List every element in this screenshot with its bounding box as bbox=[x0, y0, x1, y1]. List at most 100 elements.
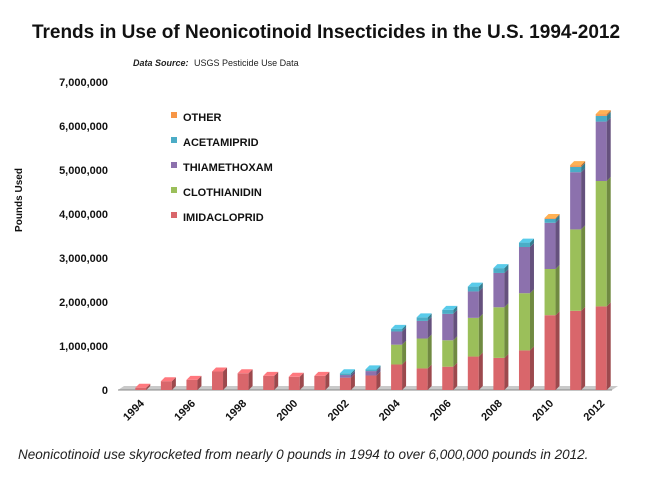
bar-stack-1996 bbox=[186, 375, 202, 390]
bar-segment-thiamethoxam bbox=[365, 371, 377, 376]
bar-stack-2011 bbox=[570, 161, 586, 390]
bar-stack-2006 bbox=[442, 305, 458, 390]
legend-label-thiamethoxam: THIAMETHOXAM bbox=[183, 162, 273, 174]
x-tick-label: 2004 bbox=[377, 397, 403, 423]
bar-segment-thiamethoxam bbox=[570, 172, 582, 230]
bar-segment-imidacloprid bbox=[493, 357, 505, 390]
bar-stack-2000 bbox=[288, 372, 304, 390]
bar-top bbox=[442, 305, 458, 310]
bar-side-acetamiprid bbox=[427, 313, 432, 321]
bar-side-imidacloprid bbox=[171, 377, 176, 390]
chart-title: Trends in Use of Neonicotinoid Insectici… bbox=[32, 22, 620, 43]
y-axis-label: Pounds Used bbox=[14, 168, 25, 232]
data-source: Data Source: USGS Pesticide Use Data bbox=[133, 58, 299, 68]
bar-stack-2004 bbox=[391, 324, 407, 390]
bar-top bbox=[595, 110, 611, 115]
bar-segment-imidacloprid bbox=[570, 310, 582, 390]
bar-segment-clothianidin bbox=[416, 338, 428, 369]
x-tick-label: 2008 bbox=[479, 398, 505, 424]
bar-top bbox=[186, 375, 202, 380]
bar-side-clothianidin bbox=[478, 313, 483, 357]
bar-segment-thiamethoxam bbox=[544, 222, 556, 269]
bar-stack-2005 bbox=[416, 313, 432, 390]
legend-swatch-clothianidin bbox=[171, 187, 177, 193]
data-source-label: Data Source: bbox=[133, 58, 189, 68]
x-tick-label: 2000 bbox=[275, 398, 301, 424]
bar-stack-1999 bbox=[263, 371, 279, 390]
bar-stack-2010 bbox=[544, 213, 560, 390]
bar-segment-thiamethoxam bbox=[416, 320, 428, 339]
bar-top bbox=[237, 369, 253, 374]
bar-side-clothianidin bbox=[581, 225, 586, 311]
bar-side-thiamethoxam bbox=[402, 327, 407, 345]
bar-side-acetamiprid bbox=[376, 365, 381, 372]
bar-segment-clothianidin bbox=[493, 307, 505, 358]
bar-segment-clothianidin bbox=[442, 340, 454, 367]
x-tick-label: 1998 bbox=[223, 398, 249, 424]
bar-top bbox=[467, 282, 483, 287]
bar-side-clothianidin bbox=[402, 340, 407, 365]
bar-side-clothianidin bbox=[555, 265, 560, 316]
bar-segment-imidacloprid bbox=[237, 373, 249, 390]
bar-top bbox=[365, 365, 381, 370]
bar-side-thiamethoxam bbox=[529, 243, 534, 294]
bar-stack-2012 bbox=[595, 110, 611, 390]
bar-side-thiamethoxam bbox=[376, 367, 381, 376]
bar-segment-acetamiprid bbox=[416, 317, 428, 321]
bar-segment-imidacloprid bbox=[365, 375, 377, 390]
bar-top bbox=[391, 324, 407, 329]
bar-side-acetamiprid bbox=[504, 264, 509, 273]
x-tick-label: 1994 bbox=[121, 397, 147, 423]
bar-stack-1995 bbox=[160, 377, 176, 390]
bar-stack-1997 bbox=[212, 367, 228, 390]
data-source-text: USGS Pesticide Use Data bbox=[194, 58, 299, 68]
y-tick-label: 2,000,000 bbox=[59, 297, 108, 309]
y-tick-label: 5,000,000 bbox=[59, 165, 108, 177]
bar-segment-imidacloprid bbox=[212, 371, 224, 390]
bar-segment-acetamiprid bbox=[339, 373, 351, 376]
bar-segment-thiamethoxam bbox=[391, 331, 403, 345]
bar-side-imidacloprid bbox=[376, 371, 381, 390]
bar-side-acetamiprid bbox=[606, 111, 611, 122]
x-tick-label: 2012 bbox=[582, 398, 608, 424]
bar-side-imidacloprid bbox=[274, 371, 279, 390]
bar-stack-2002 bbox=[339, 369, 355, 390]
bar-stack-1998 bbox=[237, 369, 253, 390]
bar-side-imidacloprid bbox=[606, 302, 611, 390]
bar-segment-imidacloprid bbox=[442, 366, 454, 390]
bar-segment-acetamiprid bbox=[493, 268, 505, 273]
bar-side-imidacloprid bbox=[504, 353, 509, 390]
bar-segment-imidacloprid bbox=[288, 376, 300, 390]
bar-side-thiamethoxam bbox=[504, 268, 509, 308]
bar-side-acetamiprid bbox=[402, 324, 407, 332]
bar-side-other bbox=[581, 161, 586, 167]
bar-segment-acetamiprid bbox=[595, 115, 607, 122]
bar-segment-imidacloprid bbox=[263, 375, 275, 390]
y-tick-label: 3,000,000 bbox=[59, 253, 108, 265]
bar-side-acetamiprid bbox=[555, 214, 560, 223]
bar-segment-clothianidin bbox=[595, 181, 607, 307]
bar-stack-2001 bbox=[314, 371, 330, 390]
bar-segment-thiamethoxam bbox=[595, 121, 607, 181]
chart-axes: 0 1,000,000 2,000,000 3,000,000 4,000,000 5,0… bbox=[59, 77, 618, 423]
bar-side-imidacloprid bbox=[325, 371, 330, 390]
bar-segment-clothianidin bbox=[391, 344, 403, 365]
bar-top bbox=[416, 313, 432, 318]
bar-top bbox=[212, 367, 228, 372]
bar-segment-thiamethoxam bbox=[339, 375, 351, 378]
bar-side-other bbox=[555, 213, 560, 219]
bar-stack-2009 bbox=[518, 238, 534, 390]
legend-label-acetamiprid: ACETAMIPRID bbox=[183, 137, 259, 149]
bar-side-thiamethoxam bbox=[606, 117, 611, 181]
bar-stack-1994 bbox=[135, 383, 151, 390]
legend-label-imidacloprid: IMIDACLOPRID bbox=[183, 212, 264, 224]
bar-side-clothianidin bbox=[606, 177, 611, 307]
bar-side-clothianidin bbox=[453, 336, 458, 367]
bar-segment-clothianidin bbox=[544, 269, 556, 316]
bar-segment-thiamethoxam bbox=[467, 291, 479, 318]
bar-side-acetamiprid bbox=[350, 369, 355, 376]
x-tick-label: 2002 bbox=[326, 398, 352, 424]
bar-side-acetamiprid bbox=[529, 238, 534, 247]
bar-side-imidacloprid bbox=[223, 367, 228, 390]
bar-segment-acetamiprid bbox=[570, 166, 582, 173]
